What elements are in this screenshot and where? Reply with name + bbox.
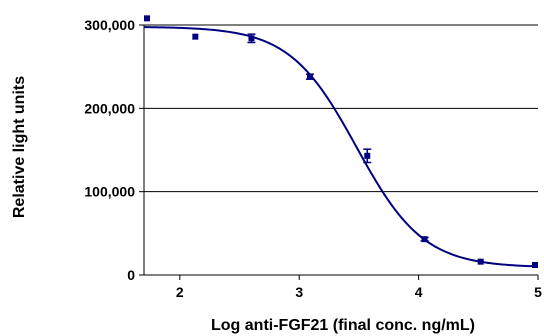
x-tick-label: 5 [534,284,542,300]
data-point [306,73,313,80]
x-tick-label: 4 [415,284,423,300]
y-axis-ticks: 0 100,000 200,000 300,000 [84,17,144,283]
data-point [144,15,150,22]
x-axis-label: Log anti-FGF21 (final conc. ng/mL) [211,317,475,334]
axes [143,25,538,276]
error-bars [247,33,429,242]
data-point [192,33,199,40]
data-point [532,262,538,268]
data-point [421,236,428,243]
gridlines [144,24,538,193]
data-point [364,152,371,159]
data-point [477,258,484,265]
y-axis-label: Relative light units [11,76,28,218]
data-points [144,15,538,268]
fit-curve [143,26,539,268]
y-tick-label: 0 [127,267,135,283]
x-tick-label: 3 [295,284,303,300]
data-point [248,35,255,42]
x-tick-label: 2 [176,284,184,300]
y-tick-label: 200,000 [84,100,135,116]
y-tick-label: 100,000 [84,184,135,200]
y-tick-label: 300,000 [84,17,135,33]
x-axis-ticks: 2 3 4 5 [176,275,542,300]
